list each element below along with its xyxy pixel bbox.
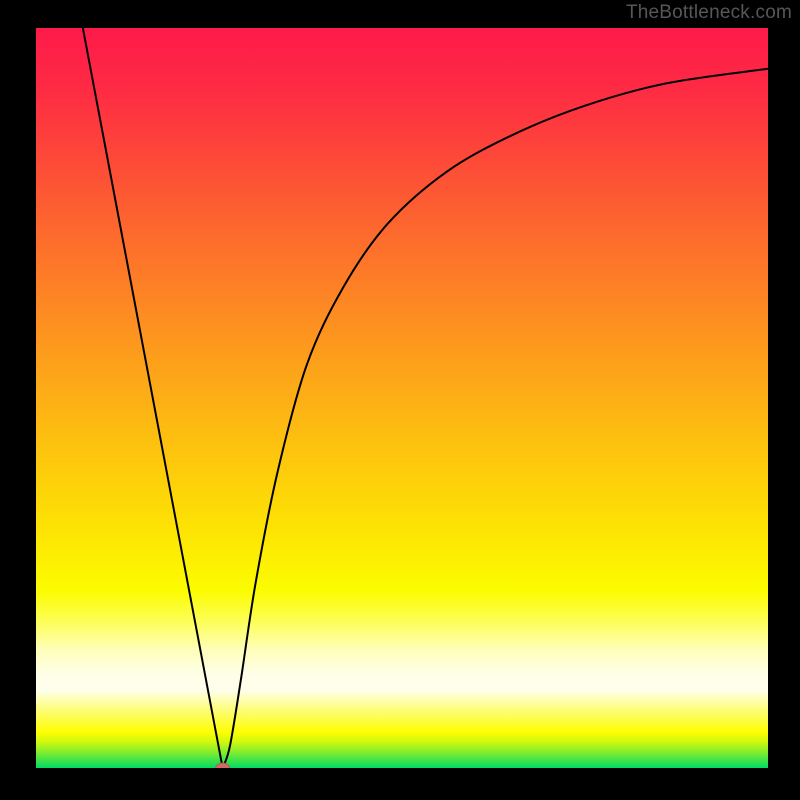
chart-plot-area — [36, 28, 768, 768]
watermark-text: TheBottleneck.com — [626, 2, 792, 24]
chart-svg — [36, 28, 768, 768]
chart-background — [36, 28, 768, 768]
